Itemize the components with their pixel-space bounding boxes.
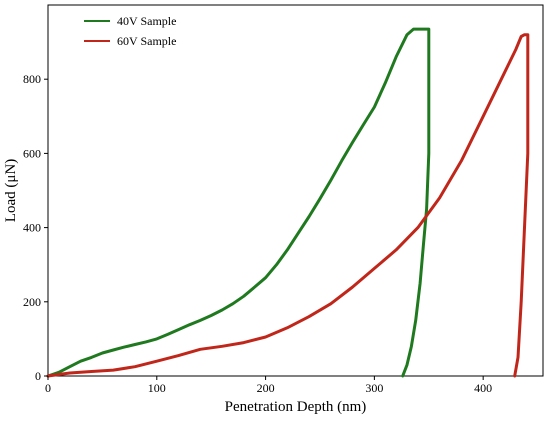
legend-label-60v-sample: 60V Sample <box>117 34 176 48</box>
series-line-40v-sample <box>46 27 431 378</box>
y-axis-title: Load (μN) <box>3 159 19 222</box>
x-axis-ticks: 0 100 200 300 400 <box>45 376 492 395</box>
plot-frame <box>47 4 544 377</box>
y-tick-label: 600 <box>23 146 41 160</box>
y-tick-label: 200 <box>23 295 41 309</box>
x-tick-label: 100 <box>148 381 166 395</box>
legend: 40V Sample 60V Sample <box>84 14 176 48</box>
legend-label-40v-sample: 40V Sample <box>117 14 176 28</box>
y-tick-label: 0 <box>35 369 41 383</box>
x-axis-title: Penetration Depth (nm) <box>225 399 367 415</box>
y-tick-label: 800 <box>23 72 41 86</box>
y-axis-ticks: 0 200 400 600 800 <box>23 72 48 383</box>
x-tick-label: 0 <box>45 381 51 395</box>
plot-area <box>46 4 544 378</box>
x-tick-label: 400 <box>474 381 492 395</box>
series-layer <box>46 27 530 378</box>
y-tick-label: 400 <box>23 221 41 235</box>
x-tick-label: 300 <box>365 381 383 395</box>
series-line-60v-sample <box>46 33 530 378</box>
x-tick-label: 200 <box>257 381 275 395</box>
